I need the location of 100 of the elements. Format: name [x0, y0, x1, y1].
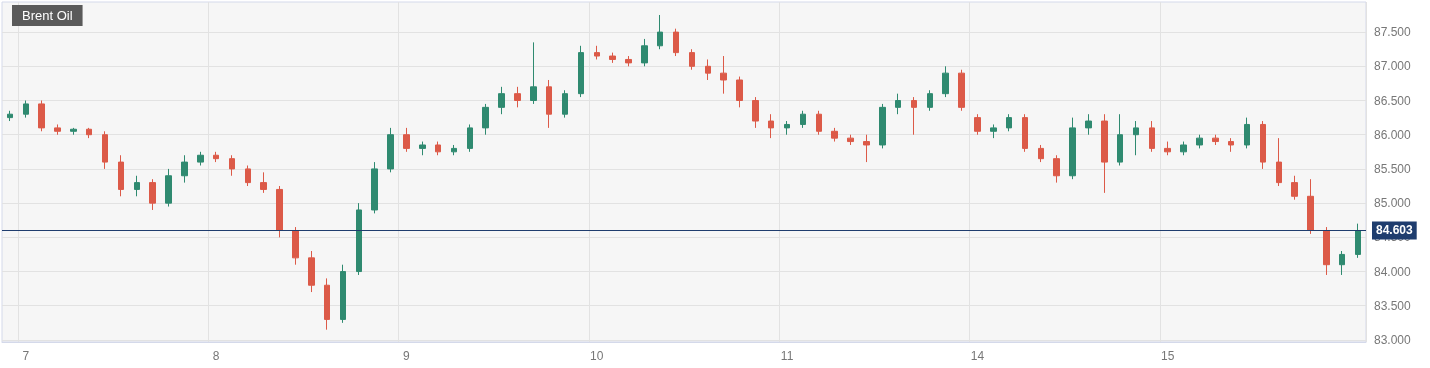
candlestick: [387, 127, 394, 173]
y-tick-label: 83.500: [1374, 298, 1412, 313]
candlestick: [419, 141, 426, 156]
x-tick-label: 9: [403, 349, 411, 363]
candlestick: [435, 141, 441, 156]
y-tick-label: 87.500: [1374, 25, 1412, 40]
candlestick: [530, 41, 537, 105]
candlestick: [673, 28, 679, 57]
candlestick: [1164, 141, 1171, 156]
candlestick: [1260, 120, 1266, 170]
candlestick: [451, 144, 457, 156]
candlestick: [149, 178, 156, 211]
candlestick: [1053, 154, 1060, 184]
candlestick: [562, 89, 568, 119]
candlestick: [942, 65, 949, 98]
candlestick: [1276, 137, 1282, 187]
candlestick: [1101, 113, 1108, 194]
candlestick: [324, 277, 330, 331]
candlestick: [1307, 178, 1314, 235]
candlestick: [467, 123, 473, 153]
candlestick: [752, 96, 759, 129]
candlestick: [720, 55, 727, 95]
candlestick: [974, 113, 981, 136]
candlestick: [482, 103, 489, 136]
candlestick: [847, 134, 854, 146]
candlestick: [831, 127, 838, 143]
candlestick: [1085, 113, 1092, 136]
candlestick: [514, 86, 521, 108]
candlestick: [1038, 144, 1044, 163]
candlestick: [498, 86, 505, 115]
candlestick: [403, 127, 410, 153]
y-tick-label: 85.500: [1374, 161, 1412, 176]
y-tick-label: 83.000: [1374, 332, 1412, 347]
candlestick: [23, 100, 29, 119]
y-tick-label: 86.500: [1374, 93, 1412, 108]
candlestick: [356, 202, 362, 276]
candlestick: [1022, 113, 1028, 153]
candlestick: [1069, 117, 1076, 180]
candlestick: [86, 127, 92, 139]
candlestick: [371, 161, 378, 214]
candlestick: [292, 226, 299, 266]
candlestick: [863, 134, 870, 163]
candlestick: [213, 151, 219, 163]
candlestick: [1117, 113, 1123, 166]
candlestick: [102, 130, 108, 170]
candlestick: [245, 165, 251, 187]
candlestick: [1133, 120, 1139, 156]
candlestick: [578, 45, 584, 98]
candlestick: [546, 79, 552, 129]
candlestick: [260, 171, 267, 194]
candlestick: [1196, 134, 1203, 149]
x-tick-label: 14: [970, 349, 985, 363]
candlestick: [1180, 141, 1187, 156]
candlestick: [1244, 117, 1250, 149]
candlestick: [895, 93, 901, 115]
candlestick: [1291, 175, 1298, 201]
candlestick: [609, 52, 616, 64]
candlestick: [308, 250, 315, 293]
candlestick: [1323, 226, 1330, 276]
candlestick: [165, 168, 172, 208]
candlestick: [958, 69, 965, 112]
x-tick-label: 10: [590, 349, 604, 363]
y-tick-label: 86.000: [1374, 127, 1412, 142]
candlestick: [990, 123, 997, 139]
candlestick: [181, 154, 188, 184]
candlestick: [7, 110, 13, 122]
candlestick: [134, 175, 140, 197]
candlestick: [1212, 134, 1219, 146]
candlestick: [1149, 120, 1155, 153]
candlestick: [38, 100, 45, 132]
text: Brent Oil: [22, 8, 73, 23]
candlestick: [594, 45, 600, 60]
candlestick: [118, 154, 124, 197]
candlestick: [911, 96, 917, 136]
candlestick: [276, 185, 283, 238]
candlestick: [1355, 223, 1361, 259]
y-tick-label: 85.000: [1374, 196, 1412, 211]
candlestick: [641, 38, 648, 67]
candlestick: [705, 58, 711, 81]
candlestick: [1228, 137, 1234, 153]
candlestick: [197, 151, 204, 166]
x-tick-label: 8: [212, 349, 220, 363]
ref-line-label: 84.603: [1376, 223, 1414, 238]
x-tick-label: 15: [1161, 349, 1175, 363]
candlestick: [70, 127, 77, 136]
candlestick: [800, 110, 806, 129]
candlestick: [229, 154, 235, 177]
candlestick: [784, 120, 790, 136]
candlestick: [689, 48, 695, 71]
candlestick: [54, 123, 61, 136]
candlestick: [816, 110, 822, 136]
x-tick-label: 11: [780, 349, 794, 363]
candlestick: [1339, 250, 1345, 276]
candlestick: [768, 113, 774, 139]
y-tick-label: 87.000: [1374, 59, 1412, 74]
candlestick: [879, 103, 886, 149]
candlestick: [736, 76, 743, 108]
x-tick-label: 7: [22, 349, 30, 363]
candlestick: [657, 14, 663, 50]
candlestick: [927, 89, 933, 112]
